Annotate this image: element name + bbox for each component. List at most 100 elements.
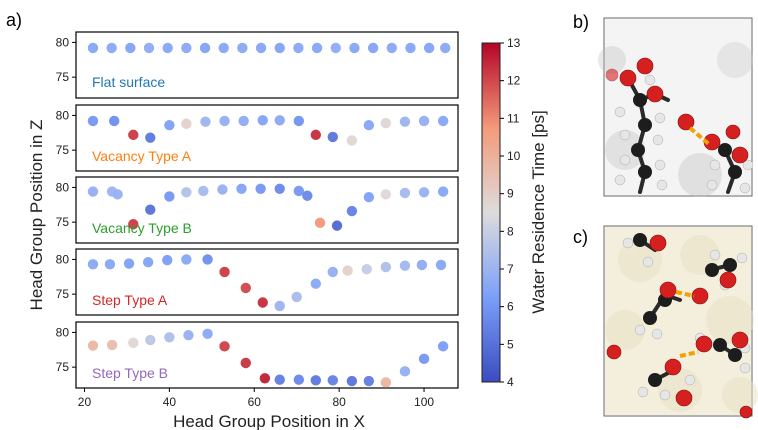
data-point [418, 353, 430, 365]
data-point [327, 375, 338, 386]
data-point [380, 261, 392, 273]
data-point [202, 328, 213, 340]
data-point [237, 42, 248, 54]
data-point [416, 259, 428, 271]
subplot-vacancy-type-b: 80 75 Vacancy Type B [56, 176, 459, 244]
data-point [327, 266, 338, 278]
data-point [386, 42, 397, 54]
data-point [418, 187, 430, 198]
colorbar-gradient [481, 42, 501, 383]
data-point [311, 42, 323, 54]
data-point [380, 377, 392, 388]
data-point [240, 357, 251, 369]
data-point [125, 42, 136, 54]
data-point [219, 341, 230, 352]
data-point [293, 374, 305, 385]
subplot-label: Vacancy Type A [92, 148, 192, 164]
data-point [302, 190, 313, 201]
colorbar-tick-label: 11 [507, 111, 520, 125]
subplot-label: Flat surface [92, 74, 165, 90]
data-point [106, 42, 117, 54]
colorbar-tick-label: 8 [507, 224, 514, 238]
data-point [183, 330, 194, 341]
data-point [164, 332, 175, 343]
data-point [162, 254, 173, 266]
colorbar-label: Water Residence Time [ps] [529, 110, 548, 313]
data-point [200, 116, 211, 127]
data-point [435, 259, 447, 271]
data-point [310, 129, 322, 141]
data-point [293, 42, 304, 54]
panel-label-b: b) [573, 12, 589, 32]
data-point [405, 42, 416, 54]
data-point [142, 257, 154, 268]
subplot-label: Vacancy Type B [92, 220, 192, 236]
data-point [128, 129, 139, 141]
data-point [199, 42, 211, 54]
x-tick-label: 40 [163, 395, 177, 409]
subplot-step-type-b: 80 75 Step Type B [56, 321, 459, 389]
data-point [437, 186, 449, 197]
data-point [310, 278, 322, 289]
subplot-label: Step Type A [92, 292, 168, 308]
y-tick-label: 80 [56, 35, 70, 49]
data-point [128, 219, 139, 230]
x-axis: 20 40 60 80 100 [78, 388, 434, 409]
x-tick-label: 100 [414, 395, 434, 409]
colorbar-tick-label: 4 [507, 375, 514, 389]
x-axis-label: Head Group Position in X [173, 412, 365, 430]
data-point [236, 183, 247, 195]
data-point [363, 119, 375, 131]
subplot-label: Step Type B [92, 365, 168, 381]
y-tick-label: 75 [56, 70, 70, 84]
data-point [437, 341, 449, 352]
molecule-render-c [603, 225, 758, 419]
subplot-step-type-a: 80 75 Step Type A [56, 248, 459, 316]
data-point [145, 132, 156, 143]
data-point [217, 184, 228, 195]
data-point [202, 254, 213, 265]
subplot-frame [75, 104, 459, 172]
data-point [257, 297, 268, 308]
data-point [240, 282, 251, 294]
data-point [418, 115, 430, 127]
data-point [423, 42, 435, 54]
data-point [367, 42, 379, 54]
colorbar-tick-label: 7 [507, 262, 514, 276]
data-point [346, 375, 358, 387]
data-point [440, 42, 451, 54]
data-point [87, 186, 99, 197]
data-point [293, 185, 305, 197]
colorbar-tick-label: 5 [507, 337, 514, 351]
y-tick-label: 80 [56, 325, 70, 339]
data-point [363, 375, 375, 387]
data-point [104, 259, 116, 270]
data-point [87, 340, 99, 351]
data-point [327, 131, 338, 143]
data-point [293, 115, 305, 127]
subplot-flat-surface: 80 75 Flat surface [56, 31, 459, 99]
data-point [259, 373, 271, 384]
data-point [198, 185, 209, 197]
data-point [380, 117, 392, 129]
data-point [361, 263, 372, 275]
data-point [399, 187, 411, 199]
colorbar-tick-label: 9 [507, 187, 514, 201]
h-bond-c2 [679, 350, 699, 358]
data-point [331, 220, 343, 231]
data-point [314, 217, 326, 229]
data-point [145, 204, 156, 215]
data-point [346, 205, 358, 217]
data-point [399, 260, 411, 271]
data-point [123, 258, 135, 269]
y-tick-label: 80 [56, 252, 70, 266]
y-tick-label: 80 [56, 180, 70, 194]
h-bond-b [688, 126, 712, 147]
scatter-panels: 80 75 Flat surface 80 75 Vacancy Type A 80 75 Va… [56, 31, 459, 389]
data-point [274, 300, 285, 312]
data-point [87, 259, 99, 270]
data-point [437, 115, 449, 127]
panel-label-c: c) [573, 227, 588, 247]
data-point [238, 115, 249, 127]
